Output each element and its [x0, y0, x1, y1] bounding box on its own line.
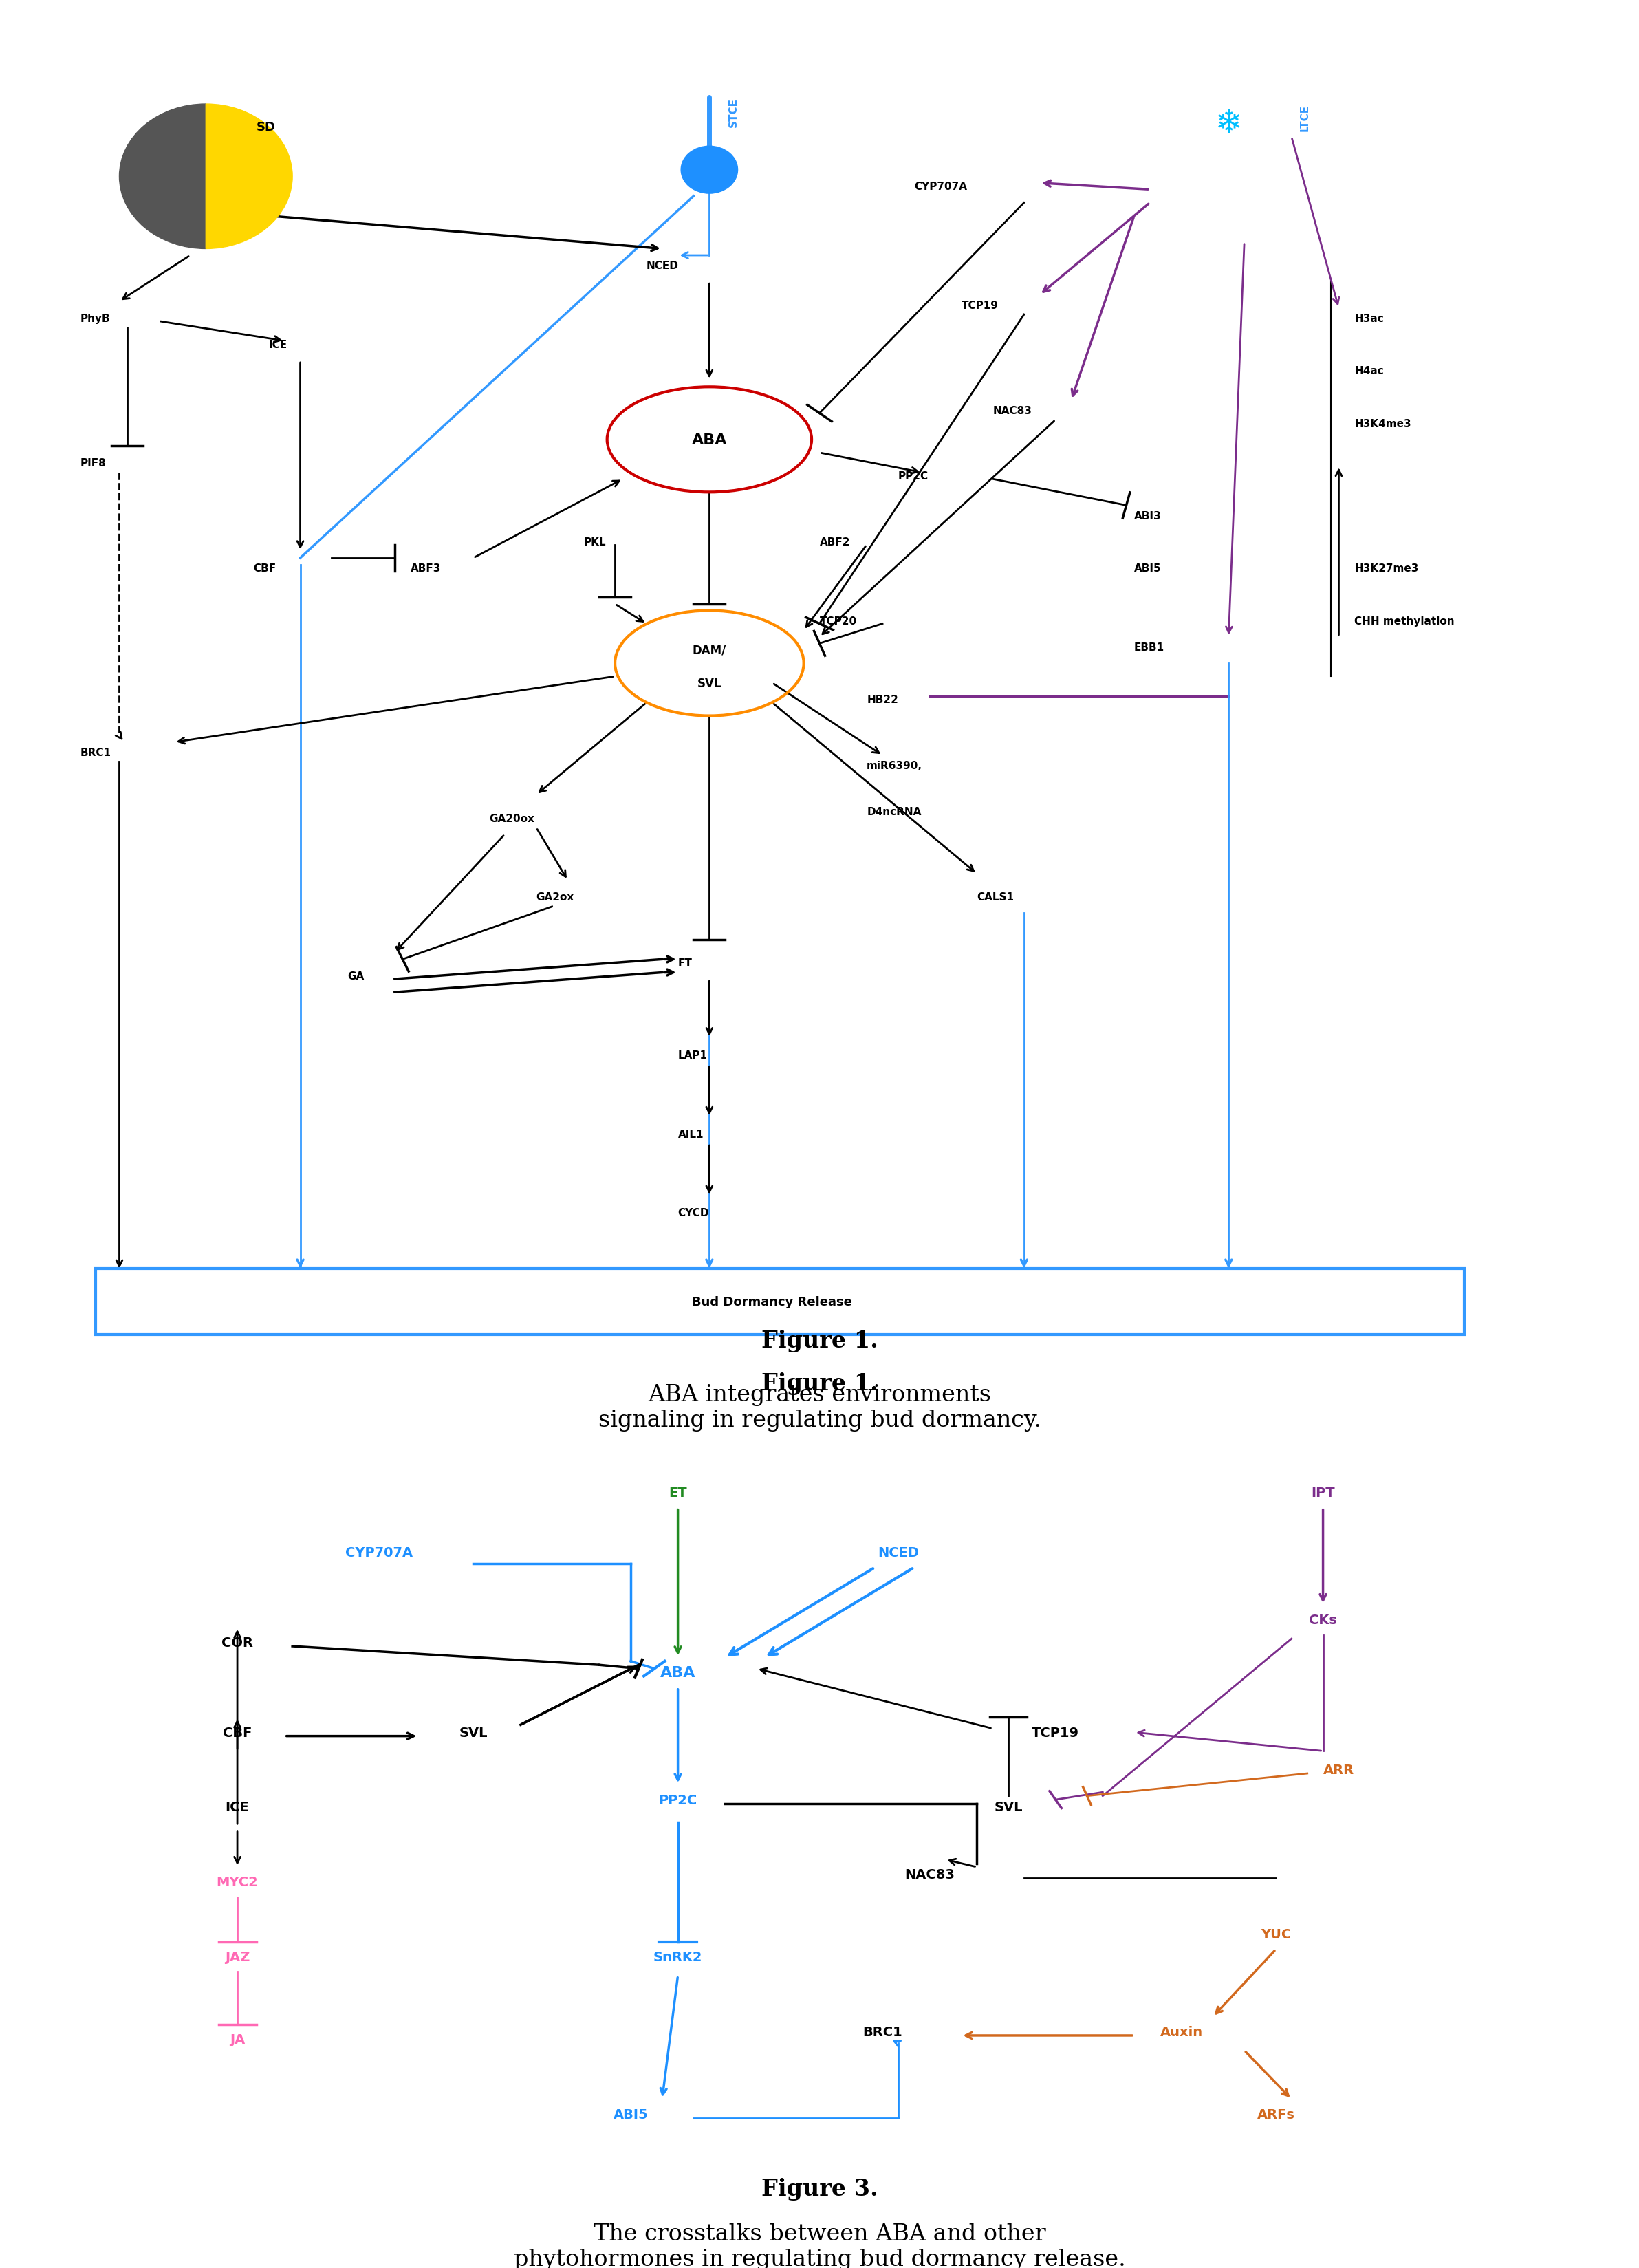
Text: ET: ET	[669, 1486, 687, 1499]
Text: TCP19: TCP19	[1033, 1726, 1078, 1740]
Text: IPT: IPT	[1311, 1486, 1334, 1499]
Text: AIL1: AIL1	[679, 1129, 703, 1139]
Text: Figure 3.: Figure 3.	[760, 2177, 879, 2200]
Text: FT: FT	[679, 957, 692, 968]
Text: CKs: CKs	[1310, 1613, 1337, 1626]
Wedge shape	[120, 104, 207, 249]
Text: Auxin: Auxin	[1160, 2025, 1203, 2039]
Text: ABA: ABA	[661, 1665, 695, 1678]
Text: BRC1: BRC1	[80, 748, 111, 758]
Circle shape	[682, 147, 738, 195]
Text: JA: JA	[229, 2032, 244, 2046]
Text: PP2C: PP2C	[659, 1794, 697, 1805]
Text: CYP707A: CYP707A	[915, 181, 967, 193]
Text: CHH methylation: CHH methylation	[1354, 617, 1455, 626]
Text: PKL: PKL	[583, 538, 606, 547]
Text: SVL: SVL	[459, 1726, 488, 1740]
FancyBboxPatch shape	[95, 1268, 1465, 1334]
Text: ARFs: ARFs	[1257, 2107, 1295, 2121]
Text: ICE: ICE	[269, 340, 287, 349]
Text: ABI5: ABI5	[613, 2107, 647, 2121]
Text: PIF8: PIF8	[80, 458, 107, 469]
Text: ICE: ICE	[226, 1801, 249, 1814]
Text: TCP20: TCP20	[820, 617, 857, 626]
Text: GA2ox: GA2ox	[536, 891, 574, 903]
Text: SVL: SVL	[993, 1801, 1023, 1814]
Text: LAP1: LAP1	[679, 1050, 708, 1061]
Wedge shape	[207, 104, 292, 249]
Text: D4ncRNA: D4ncRNA	[867, 807, 921, 816]
Text: EBB1: EBB1	[1134, 642, 1165, 653]
Text: GA20ox: GA20ox	[488, 814, 534, 823]
Text: ABA: ABA	[692, 433, 728, 447]
Text: CALS1: CALS1	[977, 891, 1015, 903]
Text: ABA integrates environments
signaling in regulating bud dormancy.: ABA integrates environments signaling in…	[598, 1383, 1041, 1431]
Text: Figure 1.: Figure 1.	[760, 1372, 879, 1395]
Text: ABI5: ABI5	[1134, 562, 1162, 574]
Text: H3ac: H3ac	[1354, 313, 1383, 324]
Text: YUC: YUC	[1260, 1928, 1292, 1941]
Text: CBF: CBF	[252, 562, 275, 574]
Text: H4ac: H4ac	[1354, 365, 1383, 376]
Text: LTCE: LTCE	[1300, 104, 1310, 132]
Text: TCP19: TCP19	[960, 299, 998, 311]
Text: CYP707A: CYP707A	[346, 1547, 413, 1560]
Text: MYC2: MYC2	[216, 1876, 259, 1889]
Text: JAZ: JAZ	[225, 1950, 249, 1964]
Text: DAM/: DAM/	[692, 644, 726, 658]
Text: NCED: NCED	[877, 1547, 919, 1560]
Text: COR: COR	[221, 1635, 252, 1649]
Text: NCED: NCED	[646, 261, 679, 272]
Text: NAC83: NAC83	[905, 1869, 954, 1880]
Text: HB22: HB22	[867, 694, 898, 705]
Text: STCE: STCE	[728, 98, 739, 127]
Text: H3K27me3: H3K27me3	[1354, 562, 1419, 574]
Text: NAC83: NAC83	[993, 406, 1031, 415]
Text: Bud Dormancy Release: Bud Dormancy Release	[692, 1295, 852, 1309]
Text: CYCD: CYCD	[679, 1209, 710, 1218]
Text: Figure 1.: Figure 1.	[760, 1329, 879, 1352]
Text: BRC1: BRC1	[862, 2025, 903, 2039]
Text: CBF: CBF	[223, 1726, 252, 1740]
Text: Figure 1.: Figure 1.	[760, 1372, 879, 1395]
Text: PhyB: PhyB	[80, 313, 110, 324]
Text: ARR: ARR	[1323, 1762, 1354, 1776]
Text: miR6390,: miR6390,	[867, 760, 923, 771]
Text: ABI3: ABI3	[1134, 510, 1162, 522]
Text: H3K4me3: H3K4me3	[1354, 420, 1411, 429]
Text: PP2C: PP2C	[898, 472, 929, 481]
Text: SD: SD	[256, 120, 275, 134]
Text: ABF3: ABF3	[410, 562, 441, 574]
Text: SVL: SVL	[697, 678, 721, 689]
Text: SnRK2: SnRK2	[654, 1950, 703, 1964]
Text: GA: GA	[347, 971, 364, 982]
Text: The crosstalks between ABA and other
phytohormones in regulating bud dormancy re: The crosstalks between ABA and other phy…	[513, 2223, 1126, 2268]
Text: ABF2: ABF2	[820, 538, 851, 547]
Text: ❄: ❄	[1214, 109, 1242, 141]
